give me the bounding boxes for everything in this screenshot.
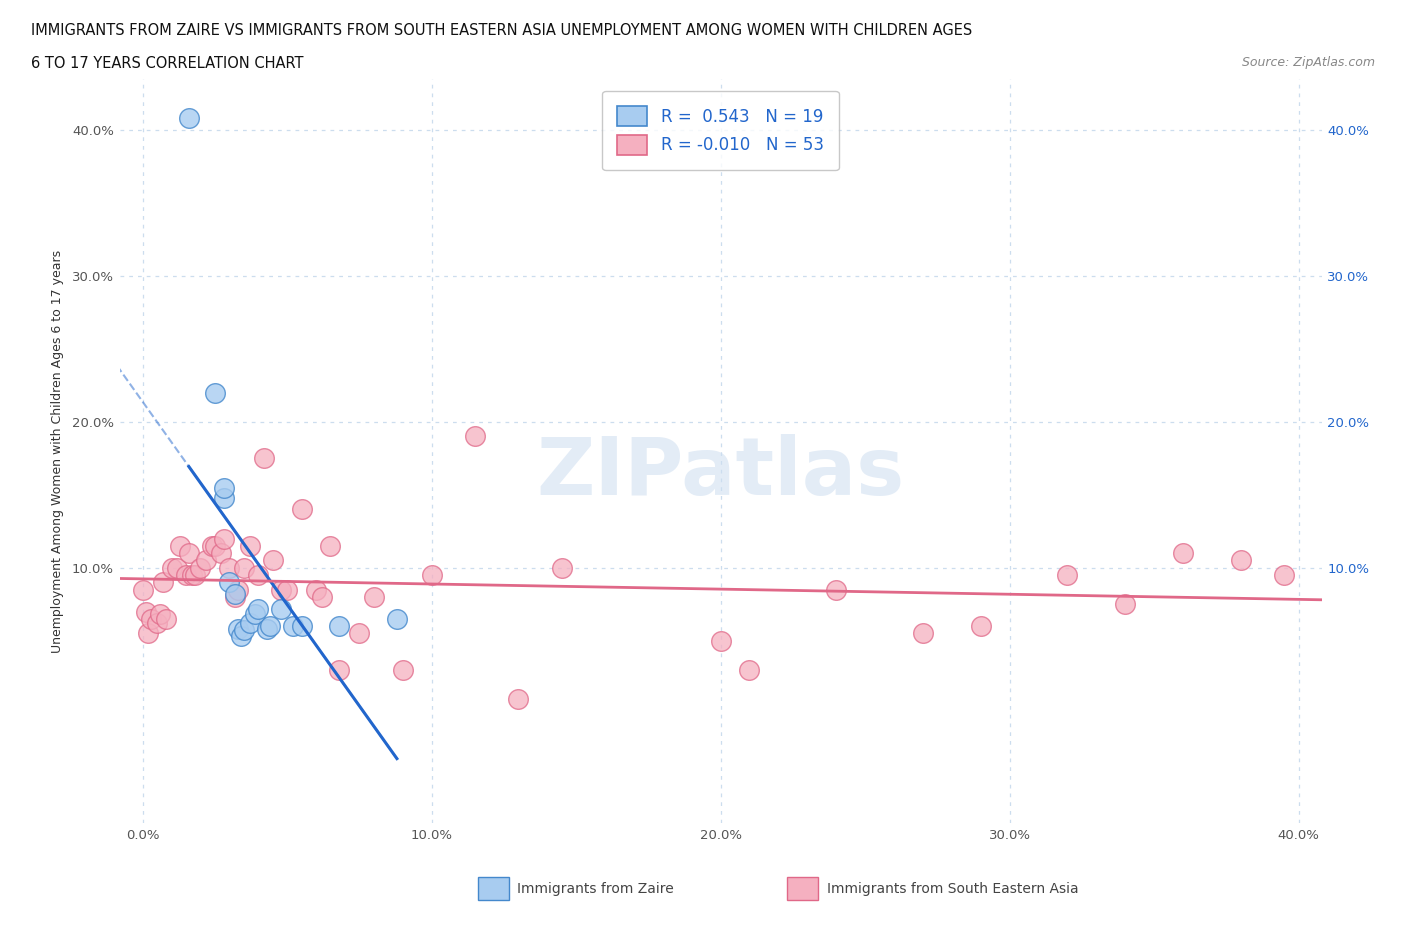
Point bbox=[1171, 546, 1194, 561]
Point bbox=[969, 618, 991, 633]
Point bbox=[190, 560, 212, 575]
Point bbox=[276, 582, 298, 597]
Point bbox=[209, 546, 232, 561]
Point bbox=[134, 604, 156, 619]
Point bbox=[204, 385, 226, 400]
Point bbox=[212, 490, 235, 505]
Point bbox=[270, 582, 292, 597]
Point bbox=[385, 611, 408, 626]
Point bbox=[155, 611, 177, 626]
Point bbox=[174, 567, 197, 582]
Point bbox=[319, 538, 342, 553]
Point bbox=[160, 560, 183, 575]
Point bbox=[1272, 567, 1295, 582]
Point bbox=[290, 618, 312, 633]
Point bbox=[224, 590, 246, 604]
Point bbox=[218, 560, 240, 575]
Point bbox=[911, 626, 934, 641]
Point bbox=[391, 662, 413, 677]
Point bbox=[328, 618, 350, 633]
Point bbox=[1229, 553, 1251, 568]
Point bbox=[146, 616, 169, 631]
Point bbox=[420, 567, 443, 582]
Point bbox=[256, 621, 278, 636]
Point bbox=[464, 429, 486, 444]
Point bbox=[738, 662, 761, 677]
Point bbox=[232, 623, 254, 638]
Point bbox=[238, 538, 260, 553]
Text: Immigrants from Zaire: Immigrants from Zaire bbox=[517, 882, 673, 897]
Point bbox=[1056, 567, 1078, 582]
Point bbox=[226, 582, 249, 597]
Point bbox=[141, 611, 163, 626]
Point bbox=[550, 560, 572, 575]
Point bbox=[238, 616, 260, 631]
Point bbox=[138, 626, 160, 641]
Point bbox=[204, 538, 226, 553]
Point bbox=[259, 618, 281, 633]
Point bbox=[149, 607, 172, 622]
Point bbox=[212, 531, 235, 546]
Point bbox=[166, 560, 188, 575]
Point bbox=[177, 546, 200, 561]
Point bbox=[262, 553, 284, 568]
Point bbox=[825, 582, 848, 597]
Point bbox=[328, 662, 350, 677]
Legend: R =  0.543   N = 19, R = -0.010   N = 53: R = 0.543 N = 19, R = -0.010 N = 53 bbox=[602, 91, 839, 170]
Point bbox=[212, 480, 235, 495]
Point bbox=[224, 587, 246, 602]
Point bbox=[363, 590, 385, 604]
Point bbox=[229, 629, 252, 644]
Point bbox=[508, 692, 530, 707]
Point bbox=[281, 618, 304, 633]
Point bbox=[131, 582, 153, 597]
Point bbox=[305, 582, 328, 597]
Point bbox=[183, 567, 205, 582]
Point bbox=[195, 553, 218, 568]
Text: IMMIGRANTS FROM ZAIRE VS IMMIGRANTS FROM SOUTH EASTERN ASIA UNEMPLOYMENT AMONG W: IMMIGRANTS FROM ZAIRE VS IMMIGRANTS FROM… bbox=[31, 23, 972, 38]
Point bbox=[232, 560, 254, 575]
Point bbox=[253, 451, 276, 466]
Point bbox=[290, 502, 312, 517]
Point bbox=[1114, 597, 1136, 612]
Point bbox=[177, 111, 200, 126]
Text: Immigrants from South Eastern Asia: Immigrants from South Eastern Asia bbox=[827, 882, 1078, 897]
Point bbox=[201, 538, 224, 553]
Point bbox=[247, 601, 270, 616]
Point bbox=[245, 607, 267, 622]
Point bbox=[226, 621, 249, 636]
Text: 6 TO 17 YEARS CORRELATION CHART: 6 TO 17 YEARS CORRELATION CHART bbox=[31, 56, 304, 71]
Point bbox=[311, 590, 333, 604]
Y-axis label: Unemployment Among Women with Children Ages 6 to 17 years: Unemployment Among Women with Children A… bbox=[51, 249, 63, 653]
Text: Source: ZipAtlas.com: Source: ZipAtlas.com bbox=[1241, 56, 1375, 69]
Point bbox=[152, 575, 174, 590]
Point bbox=[270, 601, 292, 616]
Point bbox=[349, 626, 371, 641]
Point bbox=[247, 567, 270, 582]
Point bbox=[218, 575, 240, 590]
Point bbox=[180, 567, 202, 582]
Point bbox=[169, 538, 191, 553]
Point bbox=[710, 633, 733, 648]
Text: ZIPatlas: ZIPatlas bbox=[537, 434, 904, 512]
